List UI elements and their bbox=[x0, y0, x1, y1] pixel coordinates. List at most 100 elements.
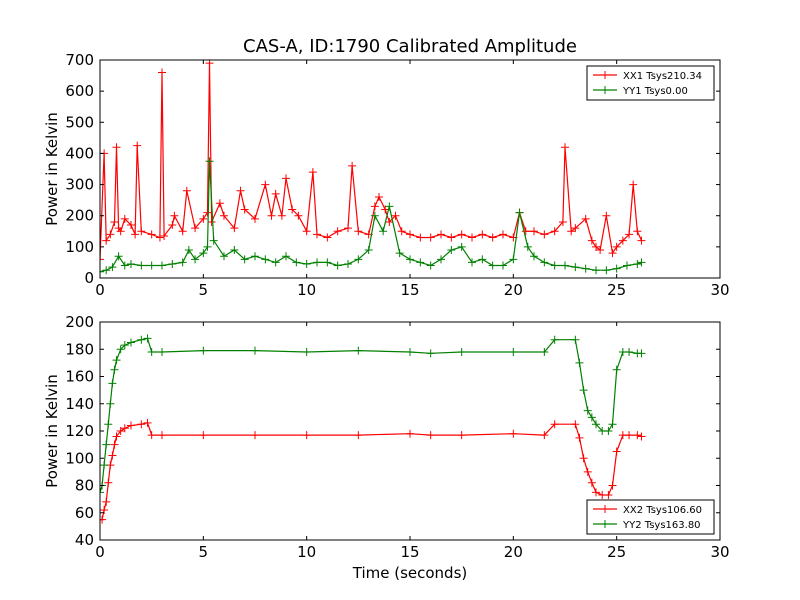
series-markers-2 bbox=[100, 334, 646, 497]
data-point bbox=[215, 199, 224, 208]
data-point bbox=[147, 347, 156, 356]
legend-box bbox=[586, 65, 715, 101]
data-point bbox=[100, 267, 104, 276]
data-point bbox=[633, 431, 642, 440]
data-point bbox=[612, 365, 621, 374]
data-point bbox=[267, 211, 276, 220]
data-point bbox=[587, 236, 596, 245]
data-point bbox=[437, 230, 445, 239]
data-point bbox=[583, 406, 592, 415]
y-tick-label: 600 bbox=[65, 82, 94, 100]
data-point bbox=[199, 214, 208, 223]
data-point bbox=[230, 245, 239, 254]
data-point bbox=[604, 427, 613, 435]
data-point bbox=[116, 227, 125, 236]
data-point bbox=[137, 335, 146, 344]
data-point bbox=[116, 427, 125, 435]
data-point bbox=[515, 208, 524, 217]
data-point bbox=[602, 211, 611, 220]
data-point bbox=[509, 255, 518, 264]
data-point bbox=[106, 230, 115, 239]
data-point bbox=[426, 349, 435, 358]
legend: XX2 Tsys106.60 YY2 Tsys163.80 bbox=[586, 499, 715, 535]
y-tick-label: 160 bbox=[65, 368, 94, 386]
data-point bbox=[191, 224, 200, 233]
data-point bbox=[629, 180, 638, 189]
data-point bbox=[592, 266, 600, 275]
y-tick-label: 100 bbox=[65, 238, 94, 256]
data-point bbox=[178, 227, 187, 236]
data-point bbox=[110, 365, 119, 374]
data-point bbox=[155, 233, 164, 242]
data-point bbox=[184, 245, 193, 254]
x-tick-label: 25 bbox=[607, 543, 626, 561]
data-point bbox=[608, 481, 617, 490]
x-axis-label: Time (seconds) bbox=[352, 564, 468, 582]
x-tick-label: 5 bbox=[199, 543, 209, 561]
legend-swatch-marker bbox=[601, 86, 609, 94]
x-tick-label: 20 bbox=[504, 543, 523, 561]
data-point bbox=[160, 231, 169, 240]
data-point bbox=[571, 224, 580, 233]
data-point bbox=[637, 236, 646, 245]
data-point bbox=[348, 161, 357, 170]
data-point bbox=[199, 346, 208, 355]
data-point bbox=[108, 451, 117, 460]
data-point bbox=[416, 233, 425, 242]
data-point bbox=[579, 454, 588, 463]
data-point bbox=[127, 259, 135, 268]
data-point bbox=[302, 227, 311, 236]
legend-label: XX1 Tsys210.34 bbox=[623, 71, 702, 82]
data-point bbox=[457, 230, 466, 239]
data-point bbox=[313, 258, 321, 267]
data-point bbox=[170, 211, 179, 220]
data-point bbox=[571, 335, 580, 344]
data-point bbox=[540, 258, 549, 267]
data-point bbox=[540, 347, 549, 356]
data-point bbox=[100, 461, 109, 470]
data-point bbox=[354, 227, 363, 236]
data-point bbox=[220, 211, 228, 220]
data-point bbox=[579, 386, 588, 395]
data-point bbox=[550, 227, 559, 236]
data-point bbox=[313, 230, 321, 239]
y-tick-label: 300 bbox=[65, 176, 94, 194]
data-point bbox=[406, 429, 414, 438]
data-point bbox=[364, 245, 373, 254]
data-point bbox=[158, 431, 166, 440]
data-point bbox=[323, 233, 332, 242]
y-tick-label: 180 bbox=[65, 340, 94, 358]
data-point bbox=[271, 189, 280, 198]
data-point bbox=[203, 208, 212, 217]
data-point bbox=[571, 420, 580, 429]
y-tick-label: 80 bbox=[75, 477, 94, 495]
y-tick-label: 140 bbox=[65, 395, 94, 413]
data-point bbox=[137, 420, 146, 429]
data-point bbox=[416, 258, 425, 267]
data-point bbox=[596, 245, 605, 254]
data-point bbox=[587, 478, 596, 487]
data-point bbox=[333, 261, 342, 270]
data-point bbox=[592, 488, 600, 497]
data-point bbox=[112, 356, 121, 365]
data-point bbox=[120, 341, 129, 350]
data-point bbox=[575, 433, 584, 442]
data-point bbox=[608, 249, 617, 258]
data-point bbox=[608, 420, 617, 429]
data-point bbox=[108, 379, 117, 388]
data-point bbox=[112, 143, 121, 152]
data-point bbox=[426, 431, 435, 440]
data-point bbox=[251, 252, 259, 261]
legend-label: YY1 Tsys0.00 bbox=[622, 86, 688, 97]
x-tick-label: 0 bbox=[95, 543, 105, 561]
data-point bbox=[581, 264, 590, 273]
legend-label: YY2 Tsys163.80 bbox=[622, 520, 701, 531]
data-point bbox=[426, 261, 435, 270]
legend-swatch-marker bbox=[601, 520, 609, 528]
data-point bbox=[637, 432, 646, 441]
data-point bbox=[102, 440, 111, 449]
data-point bbox=[592, 420, 600, 429]
plots: 0 5 10 15 20 25 300100200300400500600700Power … bbox=[43, 51, 730, 561]
data-point bbox=[108, 263, 117, 272]
data-point bbox=[282, 252, 290, 261]
